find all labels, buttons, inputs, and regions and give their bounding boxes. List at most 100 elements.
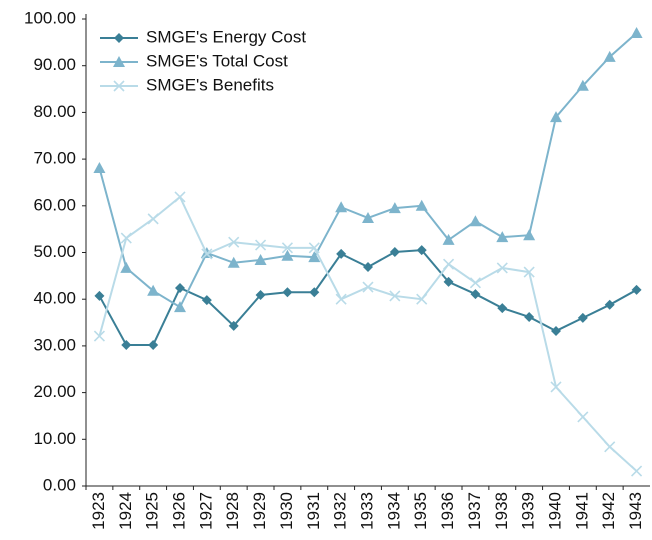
- point: [631, 465, 643, 477]
- point: [362, 281, 374, 293]
- point: [523, 229, 536, 241]
- point: [308, 251, 321, 263]
- point: [416, 245, 427, 256]
- point: [309, 287, 320, 298]
- point: [604, 299, 615, 310]
- point: [147, 213, 159, 225]
- point: [121, 339, 132, 350]
- point: [201, 295, 212, 306]
- y-tick-label: 50.00: [33, 242, 76, 261]
- point: [308, 242, 320, 254]
- point: [577, 411, 589, 423]
- point: [174, 191, 186, 203]
- point: [336, 248, 347, 259]
- x-tick-label: 1938: [492, 492, 511, 530]
- y-tick-label: 60.00: [33, 195, 76, 214]
- point: [442, 233, 455, 245]
- point: [254, 253, 267, 265]
- point: [389, 290, 401, 302]
- point: [496, 231, 509, 243]
- x-tick-label: 1936: [438, 492, 457, 530]
- y-tick-label: 90.00: [33, 55, 76, 74]
- point: [389, 247, 400, 258]
- y-tick-label: 40.00: [33, 289, 76, 308]
- point: [281, 249, 294, 261]
- x-tick-label: 1943: [626, 492, 645, 530]
- y-tick-label: 30.00: [33, 335, 76, 354]
- point: [201, 248, 213, 260]
- point: [335, 201, 348, 213]
- x-tick-label: 1939: [519, 492, 538, 530]
- point: [335, 293, 347, 305]
- y-tick-label: 0.00: [43, 475, 76, 494]
- point: [228, 320, 239, 331]
- point: [227, 256, 240, 268]
- x-tick-label: 1932: [331, 492, 350, 530]
- x-tick-label: 1933: [357, 492, 376, 530]
- x-tick-label: 1931: [304, 492, 323, 530]
- point: [175, 282, 185, 293]
- point: [443, 276, 454, 287]
- point: [388, 202, 401, 214]
- x-tick-label: 1934: [384, 492, 403, 530]
- y-tick-label: 70.00: [33, 149, 76, 168]
- x-tick-label: 1937: [465, 492, 484, 530]
- point: [523, 266, 535, 278]
- point: [551, 325, 561, 336]
- point: [470, 289, 481, 300]
- point: [469, 277, 481, 289]
- point: [255, 289, 266, 300]
- legend-label: SMGE's Total Cost: [146, 51, 288, 70]
- point: [603, 50, 616, 62]
- point: [550, 111, 562, 123]
- point: [550, 381, 562, 393]
- point: [443, 258, 455, 270]
- point: [281, 242, 293, 254]
- point: [497, 303, 508, 314]
- x-tick-label: 1940: [545, 492, 564, 530]
- point: [120, 261, 133, 273]
- legend-marker: [114, 33, 124, 43]
- y-tick-label: 20.00: [33, 382, 76, 401]
- point: [93, 161, 106, 173]
- point: [94, 290, 105, 301]
- x-tick-label: 1925: [143, 492, 162, 530]
- point: [577, 312, 588, 323]
- point: [120, 232, 132, 244]
- point: [148, 339, 159, 350]
- x-tick-label: 1941: [572, 492, 591, 530]
- point: [416, 293, 428, 305]
- point: [631, 284, 642, 295]
- point: [576, 79, 589, 91]
- point: [362, 211, 374, 223]
- point: [147, 284, 160, 296]
- x-tick-label: 1923: [89, 492, 108, 530]
- point: [282, 287, 293, 298]
- x-tick-label: 1924: [116, 492, 135, 530]
- x-tick-label: 1926: [169, 492, 188, 530]
- x-tick-label: 1942: [599, 492, 618, 530]
- y-tick-label: 10.00: [33, 429, 76, 448]
- point: [415, 199, 428, 211]
- point: [604, 441, 616, 453]
- point: [255, 239, 267, 251]
- legend-marker: [113, 80, 125, 92]
- x-tick-label: 1935: [411, 492, 430, 530]
- legend-label: SMGE's Energy Cost: [146, 27, 306, 46]
- point: [469, 215, 482, 227]
- y-tick-label: 100.00: [24, 8, 76, 27]
- x-tick-label: 1930: [277, 492, 296, 530]
- y-tick-label: 80.00: [33, 102, 76, 121]
- point: [524, 311, 535, 322]
- point: [496, 262, 508, 274]
- point: [363, 261, 373, 272]
- legend-marker: [113, 56, 125, 67]
- x-tick-label: 1929: [250, 492, 269, 530]
- point: [93, 330, 105, 342]
- point: [630, 27, 643, 39]
- point: [174, 301, 186, 313]
- point: [228, 236, 240, 248]
- legend-label: SMGE's Benefits: [146, 75, 274, 94]
